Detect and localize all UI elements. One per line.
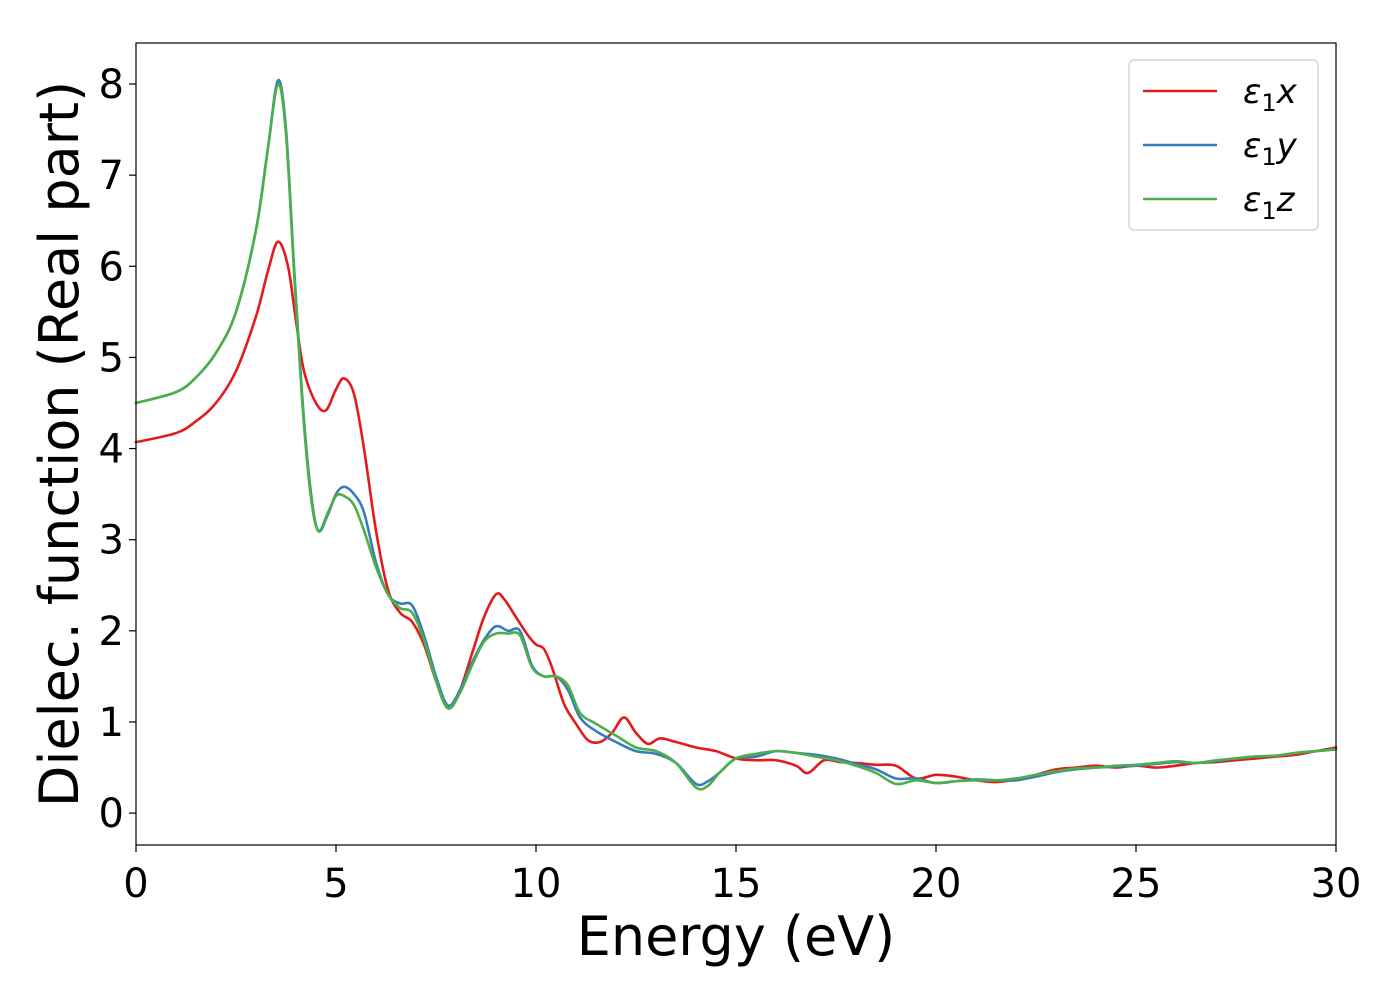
- legend-label-z: ε1z: [1243, 180, 1296, 225]
- y-tick-label: 3: [99, 518, 124, 564]
- legend-label-x: ε1x: [1243, 72, 1298, 117]
- x-axis-label: Energy (eV): [577, 905, 896, 968]
- legend-box: [1128, 59, 1319, 231]
- y-tick-label: 1: [99, 700, 124, 746]
- y-axis-ticks: 0 1 2 3 4 5 6 7 8: [99, 62, 136, 837]
- series-lines: [134, 79, 1338, 791]
- x-tick-label: 10: [511, 861, 562, 907]
- y-tick-label: 2: [99, 609, 124, 655]
- legend-label-y: ε1y: [1243, 126, 1298, 171]
- x-tick-label: 30: [1311, 861, 1362, 907]
- x-tick-label: 0: [123, 861, 148, 907]
- y-tick-label: 0: [99, 791, 124, 837]
- x-axis-ticks: 0 5 10 15 20 25 30: [123, 845, 1361, 907]
- y-tick-label: 8: [99, 62, 124, 108]
- y-tick-label: 6: [99, 244, 124, 290]
- y-axis-label: Dielec. function (Real part): [28, 81, 91, 807]
- series-line-z: [134, 82, 1338, 791]
- x-tick-label: 25: [1111, 861, 1162, 907]
- x-tick-label: 20: [911, 861, 962, 907]
- y-tick-label: 7: [99, 153, 124, 199]
- y-tick-label: 4: [99, 427, 124, 473]
- legend: ε1x ε1y ε1z: [1128, 59, 1319, 231]
- x-tick-label: 15: [711, 861, 762, 907]
- x-tick-label: 5: [323, 861, 348, 907]
- y-tick-label: 5: [99, 335, 124, 381]
